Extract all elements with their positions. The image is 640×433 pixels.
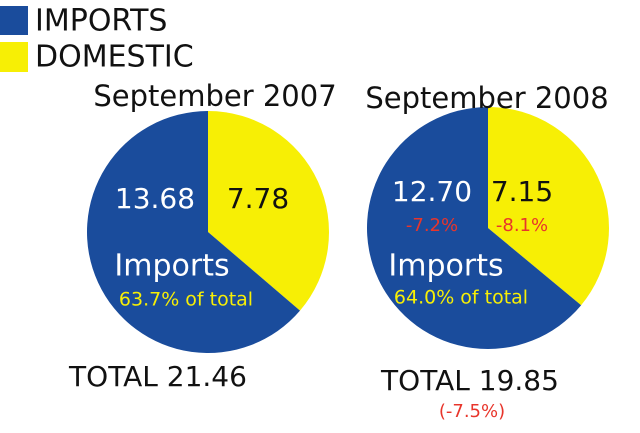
value-label: 12.70 — [392, 175, 472, 208]
slice-label: Imports — [388, 249, 503, 284]
chart-title: September 2008 — [365, 81, 608, 115]
legend-label: IMPORTS — [35, 4, 167, 39]
total-change-label: (-7.5%) — [439, 401, 505, 422]
slice-label: Imports — [114, 249, 229, 284]
pie-slice — [488, 107, 609, 306]
legend-label: DOMESTIC — [35, 40, 194, 75]
total-label: TOTAL 21.46 — [68, 360, 247, 393]
total-label: TOTAL 19.85 — [380, 364, 559, 397]
pie-slice — [366, 106, 582, 349]
value-label: 7.78 — [227, 182, 289, 215]
change-label: -7.2% — [406, 215, 458, 236]
share-label: 63.7% of total — [119, 289, 253, 311]
share-label: 64.0% of total — [394, 287, 528, 309]
legend-swatch — [0, 6, 28, 35]
pie-slice — [86, 111, 300, 353]
chart-title: September 2007 — [93, 79, 336, 113]
value-label: 7.15 — [491, 175, 553, 208]
value-label: 13.68 — [115, 182, 195, 215]
legend-swatch — [0, 42, 28, 72]
pie-slice — [208, 111, 329, 311]
change-label: -8.1% — [496, 215, 548, 236]
